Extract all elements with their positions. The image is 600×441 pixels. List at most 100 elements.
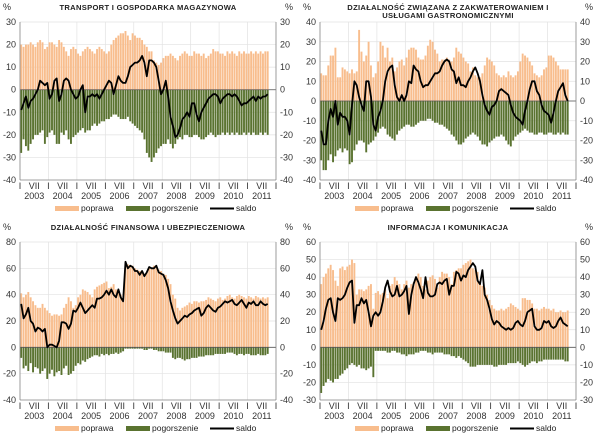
y-tick-label-right: 0 [280,342,285,352]
bar-pogorszenie [351,101,353,163]
bar-pogorszenie [543,101,545,135]
bar-pogorszenie [41,347,44,372]
bar-poprawa [51,42,53,90]
bar-poprawa [545,308,548,348]
x-tick-year: 2003 [24,191,44,201]
bar-pogorszenie [398,347,401,353]
bar-pogorszenie [228,89,231,135]
bar-poprawa [554,312,557,348]
y-tick-label-left: 40 [306,17,316,27]
bar-pogorszenie [547,347,550,360]
bar-poprawa [339,268,342,348]
bar-pogorszenie [405,347,408,357]
bar-poprawa [450,61,453,101]
bar-poprawa [77,53,80,90]
x-tick-year: 2006 [110,411,130,421]
bar-poprawa [322,277,325,348]
bar-poprawa [365,289,368,348]
bar-pogorszenie [254,89,257,135]
bar-pogorszenie [219,347,222,354]
y-tick-label-left: 0 [11,85,16,95]
bar-poprawa [362,61,365,101]
bar-poprawa [426,280,429,348]
bar-poprawa [174,298,177,348]
x-tick-month: I [189,181,192,191]
x-tick-month: VII [228,401,239,411]
bar-pogorszenie [531,347,534,362]
bar-pogorszenie [424,347,427,351]
bar-pogorszenie [391,101,394,139]
x-tick-month: VII [86,401,97,411]
bar-pogorszenie [174,347,177,360]
bar-poprawa [550,310,553,348]
bar-pogorszenie [438,347,441,353]
bar-pogorszenie [138,89,141,131]
x-tick-month: I [161,181,164,191]
bar-pogorszenie [145,347,148,350]
bar-poprawa [212,49,215,90]
bar-pogorszenie [398,101,401,131]
bar-poprawa [535,308,538,348]
bar-pogorszenie [70,89,72,144]
bar-poprawa [431,275,434,348]
bar-poprawa [336,285,339,348]
bar-poprawa [460,53,462,101]
y-tick-label-right: 20 [280,316,290,326]
bar-poprawa [124,261,127,348]
x-tick-month: VII [114,181,125,191]
bar-pogorszenie [460,347,462,358]
bar-poprawa [39,40,42,90]
bar-poprawa [516,308,519,348]
bar-poprawa [505,308,508,348]
chart-accommodation: DZIAŁALNOŚĆ ZWIĄZANA Z ZAKWATEROWANIEM I… [303,2,593,213]
bar-pogorszenie [479,347,481,365]
bar-pogorszenie [403,101,406,127]
bar-poprawa [24,44,27,90]
bar-pogorszenie [119,89,122,120]
bar-poprawa [448,277,451,348]
bar-poprawa [27,292,30,348]
y-tick-label-left: 30 [306,290,316,300]
bar-poprawa [564,312,567,348]
bar-pogorszenie [46,89,49,138]
bar-pogorszenie [507,347,510,364]
bar-pogorszenie [441,101,444,125]
bar-pogorszenie [483,347,486,365]
y-tick-label-left: 20 [6,40,16,50]
bar-pogorszenie [91,347,94,357]
bar-poprawa [79,55,82,90]
line-saldo [320,58,569,146]
bar-poprawa [110,286,113,348]
legend-label-saldo: saldo [236,203,257,213]
bar-poprawa [533,308,536,348]
x-tick-month: VII [414,401,425,411]
bar-poprawa [24,294,27,348]
bar-poprawa [512,77,515,101]
bar-pogorszenie [88,347,91,358]
bar-poprawa [112,284,115,348]
y-tick-label-left: -40 [3,175,16,185]
bar-pogorszenie [372,347,375,378]
y-tick-label-right: -20 [280,369,293,379]
x-tick-month: I [376,401,379,411]
bar-poprawa [228,294,231,348]
bar-poprawa [86,292,89,348]
bar-poprawa [231,297,234,348]
bar-pogorszenie [131,89,134,124]
bar-poprawa [53,314,56,348]
bar-pogorszenie [143,347,146,350]
bar-poprawa [250,51,253,90]
bar-pogorszenie [426,101,429,119]
bar-pogorszenie [252,89,255,133]
line-saldo [20,55,269,139]
bar-poprawa [74,49,77,90]
bar-pogorszenie [224,89,226,135]
bar-poprawa [207,297,210,348]
bar-poprawa [469,71,472,101]
bar-pogorszenie [29,347,32,364]
x-tick-month: VII [414,181,425,191]
legend-swatch-poprawa [355,426,379,431]
x-tick-month: I [518,401,521,411]
bar-poprawa [188,302,191,348]
bar-poprawa [462,57,465,101]
